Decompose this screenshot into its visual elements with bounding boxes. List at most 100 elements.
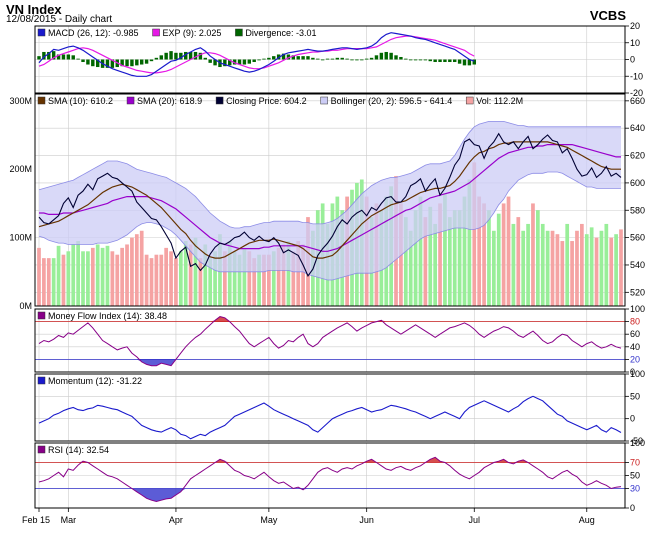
xtick-label-1: Mar: [61, 515, 77, 525]
divergence-bar: [369, 57, 374, 60]
volume-bar: [134, 234, 139, 306]
divergence-bar: [379, 52, 384, 60]
divergence-bar: [364, 58, 369, 60]
volume-bar: [213, 251, 217, 306]
volume-bar: [125, 244, 129, 306]
macd-legend-swatch-2: [235, 28, 243, 37]
volume-bar: [276, 247, 281, 306]
volume-bar: [584, 234, 589, 306]
volume-bar: [139, 230, 144, 306]
volume-bar: [222, 251, 227, 306]
momentum-ytick-label-0: 100: [630, 369, 645, 379]
divergence-bar: [37, 56, 41, 60]
volume-bar: [237, 254, 242, 306]
rsi-legend-swatch-0: [37, 445, 46, 454]
divergence-bar: [164, 52, 168, 60]
volume-bar: [555, 234, 560, 306]
volume-bar: [271, 251, 276, 306]
sma20-line: [39, 144, 621, 252]
mfi-ytick-label-5: 0: [630, 367, 635, 377]
volume-bar: [599, 230, 604, 306]
price-ytick-label-4: 580: [630, 205, 645, 215]
mfi-panel-bg: [35, 309, 625, 372]
divergence-bar: [345, 58, 349, 60]
divergence-bar: [472, 59, 476, 65]
volume-bar: [208, 258, 213, 306]
volume-bar: [42, 258, 46, 306]
divergence-bar: [384, 51, 388, 60]
divergence-bar: [462, 59, 467, 66]
divergence-bar: [286, 54, 291, 60]
momentum-ytick-label-1: 50: [630, 391, 640, 401]
volume-bar: [403, 217, 408, 306]
divergence-bar: [330, 58, 335, 60]
closing-price-line: [38, 132, 622, 277]
divergence-bar: [262, 58, 266, 60]
volume-bar: [433, 223, 438, 306]
volume-bar: [545, 230, 550, 306]
momentum-legend-label-0: Momentum (12): -31.22: [48, 376, 142, 386]
divergence-bar: [139, 59, 144, 65]
macd-legend-label-1: EXP (9): 2.025: [163, 28, 222, 38]
momentum-panel-bg: [35, 374, 625, 441]
rsi-ytick-label-0: 100: [630, 438, 645, 448]
volume-bar: [100, 247, 105, 306]
divergence-bar: [213, 59, 217, 66]
divergence-bar: [394, 55, 398, 60]
volume-bar: [521, 230, 526, 306]
volume-tick-label-1: 200M: [9, 164, 32, 174]
volume-bar: [183, 241, 188, 306]
mfi-panel-border: [34, 308, 626, 373]
volume-bar: [457, 210, 462, 306]
volume-bar: [589, 227, 594, 306]
divergence-bar: [272, 56, 276, 60]
volume-bar: [413, 210, 418, 306]
macd-ytick-label-1: 10: [630, 38, 640, 48]
divergence-bar: [281, 53, 286, 60]
volume-bar: [301, 244, 305, 306]
divergence-bar: [56, 54, 61, 60]
xtick-label-2: Apr: [169, 515, 183, 525]
bollinger-band: [39, 121, 621, 281]
divergence-bar: [223, 59, 227, 67]
divergence-bar: [159, 55, 163, 60]
divergence-bar: [81, 59, 85, 63]
divergence-bar: [66, 54, 71, 60]
momentum-legend-swatch-0: [37, 376, 46, 385]
volume-bar: [188, 244, 193, 306]
divergence-bar: [320, 59, 325, 61]
divergence-bar: [193, 51, 198, 60]
sma10-line: [38, 141, 621, 259]
volume-bar: [227, 241, 232, 306]
divergence-bar: [433, 59, 437, 63]
volume-bar: [257, 254, 261, 306]
divergence-bar: [404, 58, 408, 60]
volume-bar: [90, 247, 95, 306]
divergence-bar: [184, 51, 188, 60]
divergence-bar: [47, 51, 51, 60]
divergence-bar: [232, 59, 237, 65]
price-legend-label-1: SMA (20): 618.9: [137, 96, 202, 106]
volume-bar: [51, 258, 56, 306]
divergence-bar: [423, 59, 428, 61]
volume-bar: [408, 230, 413, 306]
volume-bar: [66, 251, 71, 306]
divergence-bar: [149, 59, 154, 62]
divergence-bar: [418, 59, 423, 61]
xtick-label-5: Jul: [469, 515, 481, 525]
volume-bar: [46, 258, 51, 306]
volume-bar: [169, 251, 173, 306]
volume-bar: [472, 162, 477, 306]
volume-bar: [149, 258, 154, 306]
price-legend-swatch-0: [37, 96, 46, 105]
mfi-ytick-label-1: 80: [630, 317, 640, 327]
rsi-oversold-fill: [39, 488, 621, 502]
volume-bar: [491, 230, 496, 306]
divergence-bar: [301, 56, 305, 60]
divergence-bar: [316, 58, 320, 60]
volume-bar: [609, 237, 614, 306]
volume-bar: [516, 217, 521, 306]
volume-bar: [286, 241, 291, 306]
volume-bar: [130, 237, 134, 306]
price-ytick-label-2: 620: [630, 151, 645, 161]
